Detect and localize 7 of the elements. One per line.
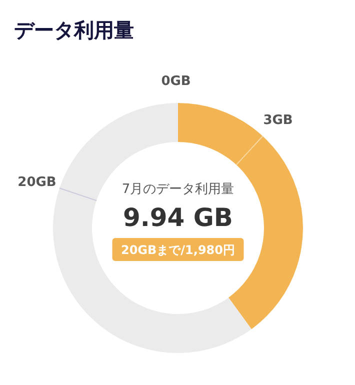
annotation: 7月のデータ利用量	[122, 182, 234, 197]
annotation: 0GB	[161, 74, 191, 89]
title: データ利用量	[14, 18, 134, 42]
annotation: 20GBまで/1,980円	[120, 243, 236, 257]
annotation: 20GB	[18, 175, 56, 190]
annotation: 3GB	[263, 113, 293, 128]
annotation: 9.94 GB	[123, 203, 233, 232]
